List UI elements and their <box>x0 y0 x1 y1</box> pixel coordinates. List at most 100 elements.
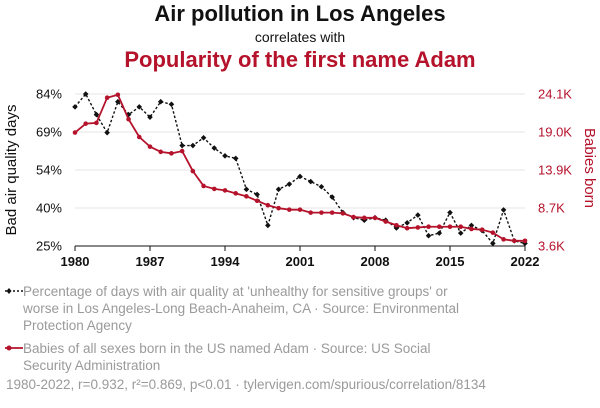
series-line-2 <box>74 93 525 242</box>
data-point-series-1 <box>436 230 443 236</box>
data-point-series-2 <box>404 225 410 231</box>
data-point-series-1 <box>168 101 175 108</box>
y-right-tick-label: 3.6K <box>538 239 565 254</box>
y-left-tick-label: 84% <box>36 87 62 102</box>
data-point-series-2 <box>329 210 335 215</box>
data-point-series-2 <box>72 130 78 135</box>
legend-text-series2: Babies of all sexes born in the US named… <box>23 341 431 373</box>
x-tick-label: 1987 <box>136 254 165 269</box>
data-point-series-2 <box>415 225 421 230</box>
data-point-series-1 <box>200 134 207 141</box>
y-axis-left-label: Bad air quality days <box>3 105 20 236</box>
data-point-series-1 <box>468 222 475 229</box>
data-point-series-1 <box>318 183 325 190</box>
y-left-tick-label: 54% <box>36 163 62 178</box>
data-point-series-2 <box>458 224 464 230</box>
correlation-footer: 1980-2022, r=0.932, r²=0.869, p<0.01 · t… <box>6 377 486 392</box>
data-point-series-2 <box>244 194 249 199</box>
data-point-series-2 <box>490 230 496 235</box>
data-point-series-2 <box>158 149 164 155</box>
data-point-series-2 <box>308 210 314 215</box>
data-point-series-1 <box>404 220 410 226</box>
data-point-series-2 <box>297 207 303 212</box>
data-point-series-1 <box>457 230 464 236</box>
data-point-series-1 <box>307 178 314 185</box>
series-line-1 <box>74 93 526 245</box>
chart-subtitle: correlates with <box>254 29 346 45</box>
x-tick-label: 1980 <box>61 254 90 269</box>
data-point-series-2 <box>136 134 142 140</box>
y-right-tick-label: 19.0K <box>538 125 572 140</box>
legend-text-series1: Percentage of days with air quality at '… <box>23 284 459 333</box>
data-point-series-2 <box>104 95 110 101</box>
dual-axis-line-chart: 84% 24.1K 69% 19.0K 54% 13.9K 40% 8.7K 25% 3.6K 19… <box>3 87 598 270</box>
data-point-series-2 <box>319 210 324 215</box>
legend-item-series1: Percentage of days with air quality at '… <box>4 283 474 334</box>
data-point-series-2 <box>254 198 260 204</box>
data-point-series-2 <box>522 238 528 244</box>
data-point-series-2 <box>211 186 217 192</box>
data-point-series-2 <box>394 222 399 228</box>
data-point-series-1 <box>286 181 293 187</box>
y-right-tick-label: 24.1K <box>538 87 572 102</box>
data-point-series-2 <box>115 92 121 98</box>
data-point-series-2 <box>436 224 442 230</box>
data-point-series-2 <box>426 224 431 230</box>
data-point-series-2 <box>372 215 378 221</box>
data-point-series-1 <box>275 186 282 193</box>
x-tick-label: 2015 <box>436 254 465 269</box>
data-point-series-2 <box>286 207 292 212</box>
data-point-series-1 <box>490 240 496 247</box>
data-point-series-1 <box>232 155 239 162</box>
data-point-series-2 <box>190 168 196 174</box>
data-point-series-1 <box>136 104 143 110</box>
axis-layer: 84% 24.1K 69% 19.0K 54% 13.9K 40% 8.7K 25% 3.6K 19… <box>36 87 572 270</box>
y-left-tick-label: 40% <box>36 201 62 216</box>
y-right-tick-label: 13.9K <box>538 163 572 178</box>
chart-title: Air pollution in Los Angeles <box>154 1 446 26</box>
data-point-series-1 <box>222 153 228 159</box>
data-point-series-1 <box>415 212 421 218</box>
data-point-series-2 <box>265 202 271 208</box>
x-tick-label: 2001 <box>286 254 315 269</box>
data-point-series-1 <box>297 173 303 180</box>
data-point-series-2 <box>94 120 99 126</box>
data-point-series-1 <box>265 222 271 229</box>
series-layer <box>72 91 528 247</box>
data-point-series-1 <box>329 194 335 200</box>
data-point-series-2 <box>351 214 356 220</box>
data-point-series-2 <box>469 226 474 232</box>
legend-swatch-solid-line-icon <box>5 345 23 351</box>
data-point-series-1 <box>243 186 250 193</box>
y-left-tick-label: 25% <box>36 239 62 254</box>
data-point-series-1 <box>72 104 78 110</box>
data-point-series-1 <box>190 142 196 149</box>
x-tick-label: 2022 <box>511 254 540 269</box>
data-point-series-2 <box>83 121 89 126</box>
data-point-series-1 <box>361 217 368 224</box>
data-point-series-2 <box>179 148 185 154</box>
data-point-series-2 <box>169 151 174 156</box>
data-point-series-1 <box>179 142 185 149</box>
data-point-series-2 <box>479 227 485 232</box>
data-point-series-2 <box>222 188 228 193</box>
data-point-series-2 <box>233 191 239 196</box>
gridlines <box>75 93 525 247</box>
data-point-series-2 <box>147 144 153 149</box>
data-point-series-2 <box>383 219 389 224</box>
data-point-series-1 <box>147 114 153 120</box>
data-point-series-1 <box>93 111 100 118</box>
data-point-series-2 <box>201 183 206 189</box>
legend-swatch-dashed-line-icon <box>5 288 23 294</box>
chart-title-2: Popularity of the first name Adam <box>124 47 476 72</box>
data-point-series-1 <box>500 207 507 213</box>
x-tick-label: 2008 <box>361 254 390 269</box>
y-right-tick-label: 8.7K <box>538 201 565 216</box>
data-point-series-2 <box>501 237 506 242</box>
data-point-series-1 <box>447 209 453 216</box>
data-point-series-1 <box>82 91 89 97</box>
data-point-series-2 <box>361 215 367 221</box>
legend-item-series2: Babies of all sexes born in the US named… <box>4 340 474 374</box>
x-tick-label: 1994 <box>211 254 241 269</box>
y-left-tick-label: 69% <box>36 125 62 140</box>
